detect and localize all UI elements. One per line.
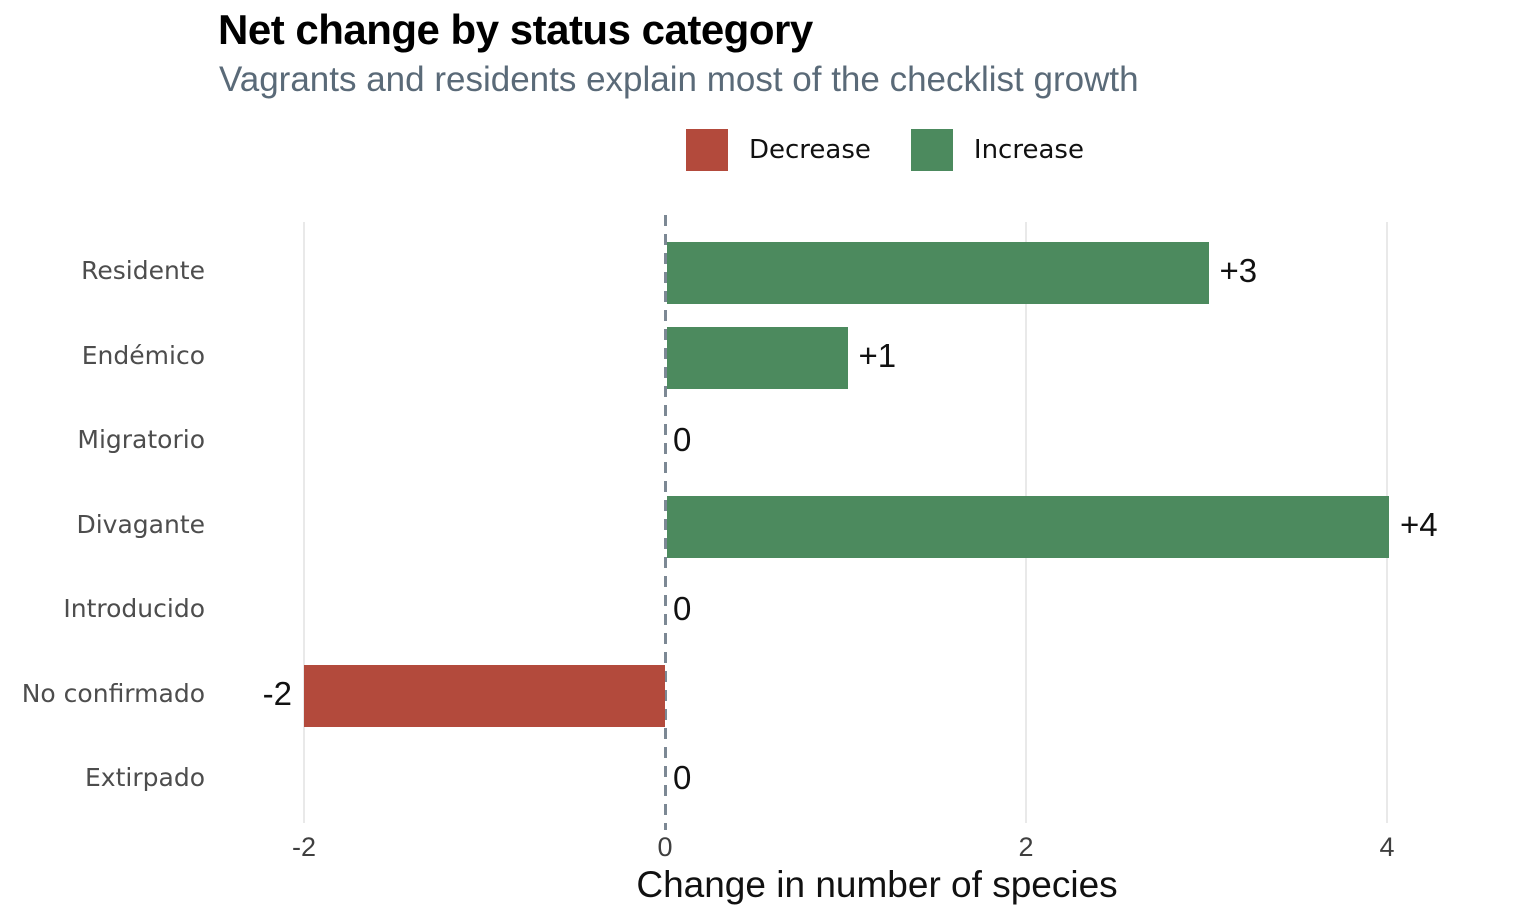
category-label: Divagante — [76, 509, 205, 539]
x-tick-label: 0 — [657, 832, 673, 862]
value-label: 0 — [673, 590, 692, 627]
category-label: Migratorio — [77, 425, 205, 454]
x-tick-label: -2 — [291, 832, 317, 862]
bar — [304, 664, 665, 727]
x-axis-label: Change in number of species — [636, 864, 1118, 905]
value-label: +1 — [858, 336, 897, 374]
legend-label-decrease: Decrease — [749, 135, 871, 165]
legend-item-increase: Increase — [910, 129, 1084, 171]
value-label: -2 — [262, 674, 292, 712]
bar — [667, 495, 1389, 558]
value-label: 0 — [673, 759, 692, 796]
bar — [667, 242, 1209, 304]
zero-baseline — [663, 215, 667, 830]
value-label: 0 — [673, 421, 692, 458]
legend-item-decrease: Decrease — [686, 129, 871, 171]
value-label: +4 — [1400, 505, 1438, 543]
category-label: Introducido — [63, 594, 205, 623]
category-label: Residente — [81, 256, 205, 285]
category-label: Endémico — [81, 340, 205, 370]
chart-subtitle: Vagrants and residents explain most of t… — [219, 60, 1139, 99]
bar — [667, 326, 848, 389]
legend: Decrease Increase — [686, 129, 1084, 171]
category-label: No confirmado — [21, 678, 205, 708]
value-label: +3 — [1219, 252, 1258, 289]
gridline — [303, 222, 305, 823]
legend-label-increase: Increase — [973, 135, 1084, 165]
x-tick-label: 2 — [1018, 832, 1034, 862]
increase-swatch-icon — [910, 129, 953, 171]
category-label: Extirpado — [85, 763, 205, 792]
decrease-swatch-icon — [686, 129, 728, 171]
x-tick-label: 4 — [1379, 832, 1395, 862]
chart-title: Net change by status category — [218, 6, 813, 53]
